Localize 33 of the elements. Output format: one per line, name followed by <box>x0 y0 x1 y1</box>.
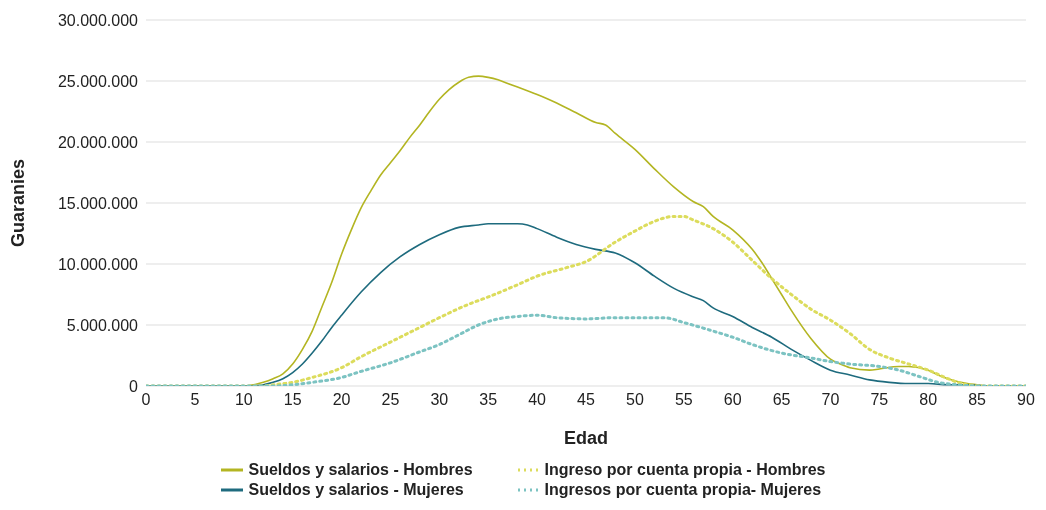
x-tick-label: 30 <box>430 391 449 409</box>
x-tick-label: 40 <box>528 391 547 409</box>
x-tick-label: 5 <box>190 391 200 409</box>
x-tick-label: 25 <box>381 391 400 409</box>
y-tick-label: 10.000.000 <box>57 255 139 273</box>
x-tick-label: 10 <box>234 391 253 409</box>
x-tick-label: 85 <box>968 391 987 409</box>
x-tick-label: 15 <box>283 391 302 409</box>
legend-label: Ingreso por cuenta propia - Hombres <box>544 461 826 479</box>
line-series <box>146 313 1026 386</box>
y-tick-label: 0 <box>129 377 139 395</box>
x-axis-title: Edad <box>563 428 609 448</box>
legend-label: Sueldos y salarios - Hombres <box>248 461 473 479</box>
x-tick-label: 0 <box>141 391 151 409</box>
x-tick-label: 20 <box>332 391 351 409</box>
x-tick-label: 60 <box>723 391 742 409</box>
y-tick-label: 20.000.000 <box>57 133 139 151</box>
x-tick-label: 35 <box>479 391 498 409</box>
y-axis-title: Guaranies <box>8 158 29 248</box>
x-tick-label: 65 <box>772 391 791 409</box>
legend-label: Sueldos y salarios - Mujeres <box>248 481 464 499</box>
x-tick-label: 80 <box>919 391 938 409</box>
y-tick-label: 5.000.000 <box>66 316 139 334</box>
x-tick-label: 50 <box>625 391 644 409</box>
legend-label: Ingresos por cuenta propia- Mujeres <box>544 481 822 499</box>
y-tick-label: 25.000.000 <box>57 72 139 90</box>
x-tick-label: 75 <box>870 391 889 409</box>
x-tick-label: 45 <box>577 391 595 409</box>
y-tick-label: 30.000.000 <box>57 11 139 29</box>
x-tick-label: 70 <box>821 391 840 409</box>
x-tick-label: 55 <box>674 391 693 409</box>
y-tick-label: 15.000.000 <box>57 194 139 212</box>
x-tick-label: 90 <box>1017 391 1035 409</box>
